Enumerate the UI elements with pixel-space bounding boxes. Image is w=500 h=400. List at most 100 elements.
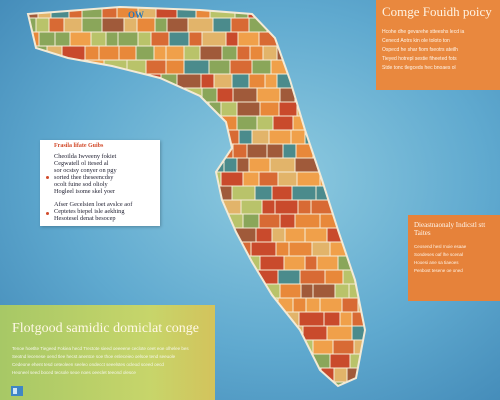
county — [204, 115, 218, 131]
county — [156, 185, 179, 201]
county — [37, 7, 52, 19]
county — [279, 339, 300, 355]
county — [91, 87, 117, 103]
county — [229, 59, 253, 75]
county — [323, 311, 341, 327]
county — [361, 381, 365, 386]
county — [242, 213, 260, 229]
county — [190, 213, 209, 229]
county — [28, 283, 38, 299]
county — [161, 157, 175, 173]
county — [317, 381, 333, 386]
county — [367, 312, 390, 326]
county — [294, 31, 310, 47]
county — [348, 101, 365, 117]
county — [61, 269, 82, 285]
county — [369, 116, 388, 130]
county — [208, 255, 228, 271]
county — [236, 339, 251, 355]
county — [213, 73, 233, 89]
county — [342, 17, 365, 33]
county — [303, 381, 319, 386]
county — [145, 59, 167, 75]
county — [75, 255, 92, 271]
county — [220, 171, 244, 187]
county — [163, 255, 177, 271]
county — [313, 115, 327, 131]
county — [54, 87, 78, 103]
county — [166, 17, 189, 33]
county — [95, 241, 121, 257]
county — [28, 101, 44, 117]
county — [36, 283, 56, 299]
county — [238, 129, 253, 145]
county — [143, 255, 165, 271]
county — [153, 45, 167, 61]
county — [115, 87, 134, 103]
county — [199, 227, 213, 243]
county — [199, 45, 223, 61]
county — [236, 353, 256, 369]
county — [28, 115, 33, 131]
county — [119, 241, 144, 257]
county — [340, 31, 365, 47]
county — [324, 269, 344, 285]
county — [90, 255, 113, 271]
county — [342, 185, 364, 201]
county — [294, 73, 320, 89]
county — [351, 199, 365, 215]
text-line: Cheoilda Iwveeny fokiet — [54, 153, 117, 160]
county — [217, 297, 244, 313]
county — [101, 17, 125, 33]
text-line: Cedeone ehent tesd ceteoleen seeleo onde… — [12, 362, 164, 367]
county — [262, 311, 277, 327]
county — [155, 269, 176, 285]
county — [28, 129, 34, 145]
county — [231, 73, 250, 89]
county — [82, 115, 102, 131]
county — [61, 101, 83, 117]
county — [251, 59, 272, 75]
county — [72, 73, 88, 89]
county — [307, 87, 334, 103]
county — [339, 311, 353, 327]
county — [116, 227, 131, 243]
county — [129, 227, 146, 243]
county — [312, 283, 336, 299]
county — [69, 283, 95, 299]
county — [236, 311, 250, 327]
county — [155, 283, 177, 299]
county — [291, 185, 317, 201]
text-line: sor ocstsy conyer on pgy — [54, 167, 117, 174]
panel-title: Frasila lifate Guibs — [54, 143, 104, 149]
text-line: Sondeses oaf lhe scenal — [414, 252, 464, 257]
county — [287, 381, 305, 386]
county — [38, 87, 56, 103]
county — [243, 269, 258, 285]
county — [361, 255, 365, 271]
panel-title: Dieastnaonaly Indicstl stt Taites — [414, 221, 486, 237]
county — [236, 45, 251, 61]
county — [325, 45, 346, 61]
county — [211, 227, 233, 243]
county — [176, 7, 197, 19]
county — [200, 129, 222, 145]
county — [167, 143, 193, 159]
guide-panel: Frasila lifate Guibs Cheoilda Iwveeny fo… — [40, 140, 160, 226]
county — [288, 241, 313, 257]
county — [35, 73, 62, 89]
county — [188, 31, 203, 47]
county — [232, 143, 248, 159]
county — [342, 171, 365, 187]
county — [272, 7, 291, 19]
county — [122, 269, 139, 285]
county — [177, 185, 191, 201]
text-line: Hooesi ane sa tiaeoes — [414, 260, 459, 265]
county — [343, 143, 365, 159]
county — [278, 101, 298, 117]
county — [350, 115, 365, 131]
county — [123, 17, 138, 33]
county — [69, 115, 84, 131]
county — [254, 185, 273, 201]
